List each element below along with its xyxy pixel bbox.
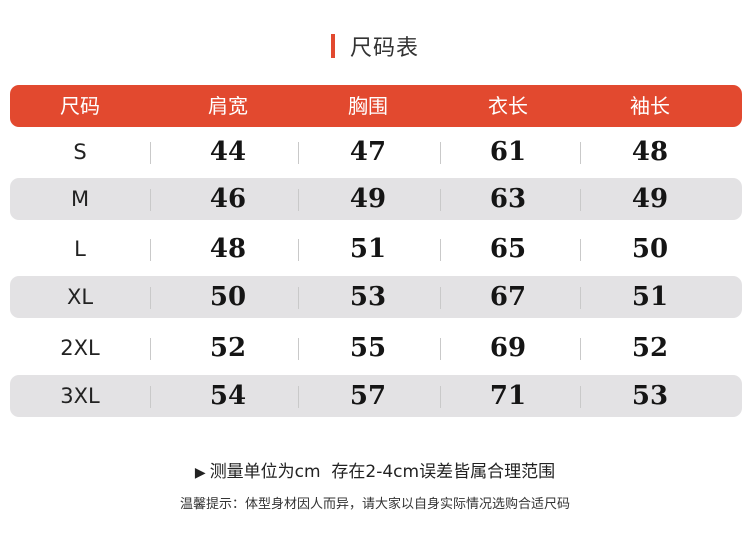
size-cell: L bbox=[74, 237, 86, 261]
page-title: 尺码表 bbox=[350, 36, 420, 61]
shoulder-cell: 50 bbox=[209, 282, 247, 312]
shoulder-cell: 52 bbox=[209, 333, 247, 363]
header-length: 衣长 bbox=[488, 94, 528, 118]
shoulder-cell: 54 bbox=[209, 381, 247, 411]
divider bbox=[440, 239, 441, 261]
divider bbox=[580, 338, 581, 360]
length-cell: 65 bbox=[489, 234, 527, 264]
chest-cell: 49 bbox=[349, 184, 387, 214]
divider bbox=[298, 142, 299, 164]
sleeve-cell: 48 bbox=[631, 137, 669, 167]
size-cell: M bbox=[70, 187, 90, 211]
divider bbox=[440, 338, 441, 360]
table-row: M 46 49 63 49 bbox=[10, 178, 742, 220]
divider bbox=[298, 338, 299, 360]
table-header: 尺码 肩宽 胸围 衣长 袖长 bbox=[10, 85, 742, 127]
table-row: 2XL 52 55 69 52 bbox=[10, 327, 742, 369]
divider bbox=[440, 189, 441, 211]
sleeve-cell: 50 bbox=[631, 234, 669, 264]
length-cell: 61 bbox=[489, 137, 527, 167]
table-row: L 48 51 65 50 bbox=[10, 228, 742, 270]
measurement-note: ▶ 测量单位为cm 存在2-4cm误差皆属合理范围 bbox=[0, 457, 750, 482]
chest-cell: 53 bbox=[349, 282, 387, 312]
divider bbox=[580, 239, 581, 261]
table-row: 3XL 54 57 71 53 bbox=[10, 375, 742, 417]
length-cell: 71 bbox=[489, 381, 527, 411]
shoulder-cell: 48 bbox=[209, 234, 247, 264]
size-cell: 3XL bbox=[60, 384, 100, 408]
chest-cell: 57 bbox=[349, 381, 387, 411]
header-size: 尺码 bbox=[60, 94, 100, 118]
length-cell: 63 bbox=[489, 184, 527, 214]
divider bbox=[298, 189, 299, 211]
length-cell: 69 bbox=[489, 333, 527, 363]
chest-cell: 51 bbox=[349, 234, 387, 264]
sleeve-cell: 53 bbox=[631, 381, 669, 411]
tip-note: 温馨提示：体型身材因人而异，请大家以自身实际情况选购合适尺码 bbox=[179, 497, 570, 512]
chest-cell: 55 bbox=[349, 333, 387, 363]
divider bbox=[580, 189, 581, 211]
title-area: 尺码表 bbox=[0, 30, 750, 62]
divider bbox=[298, 386, 299, 408]
title-accent-bar bbox=[330, 34, 335, 58]
divider bbox=[298, 287, 299, 309]
divider bbox=[150, 142, 151, 164]
sleeve-cell: 52 bbox=[631, 333, 669, 363]
size-cell: S bbox=[73, 140, 87, 164]
divider bbox=[440, 386, 441, 408]
table-row: XL 50 53 67 51 bbox=[10, 276, 742, 318]
divider bbox=[150, 189, 151, 211]
divider bbox=[150, 386, 151, 408]
size-cell: 2XL bbox=[60, 336, 100, 360]
triangle-right-icon: ▶ bbox=[194, 465, 206, 481]
header-shoulder: 肩宽 bbox=[208, 94, 248, 118]
divider bbox=[150, 338, 151, 360]
shoulder-cell: 46 bbox=[209, 184, 247, 214]
chest-cell: 47 bbox=[349, 137, 387, 167]
divider bbox=[298, 239, 299, 261]
sleeve-cell: 51 bbox=[631, 282, 669, 312]
divider bbox=[580, 142, 581, 164]
sleeve-cell: 49 bbox=[631, 184, 669, 214]
header-chest: 胸围 bbox=[348, 94, 388, 118]
divider bbox=[580, 287, 581, 309]
size-cell: XL bbox=[66, 285, 94, 309]
divider bbox=[150, 287, 151, 309]
divider bbox=[440, 287, 441, 309]
divider bbox=[150, 239, 151, 261]
table-row: S 44 47 61 48 bbox=[10, 131, 742, 173]
measurement-note-text: 测量单位为cm 存在2-4cm误差皆属合理范围 bbox=[209, 462, 556, 482]
length-cell: 67 bbox=[489, 282, 527, 312]
divider bbox=[580, 386, 581, 408]
header-sleeve: 袖长 bbox=[630, 94, 670, 118]
shoulder-cell: 44 bbox=[209, 137, 247, 167]
divider bbox=[440, 142, 441, 164]
